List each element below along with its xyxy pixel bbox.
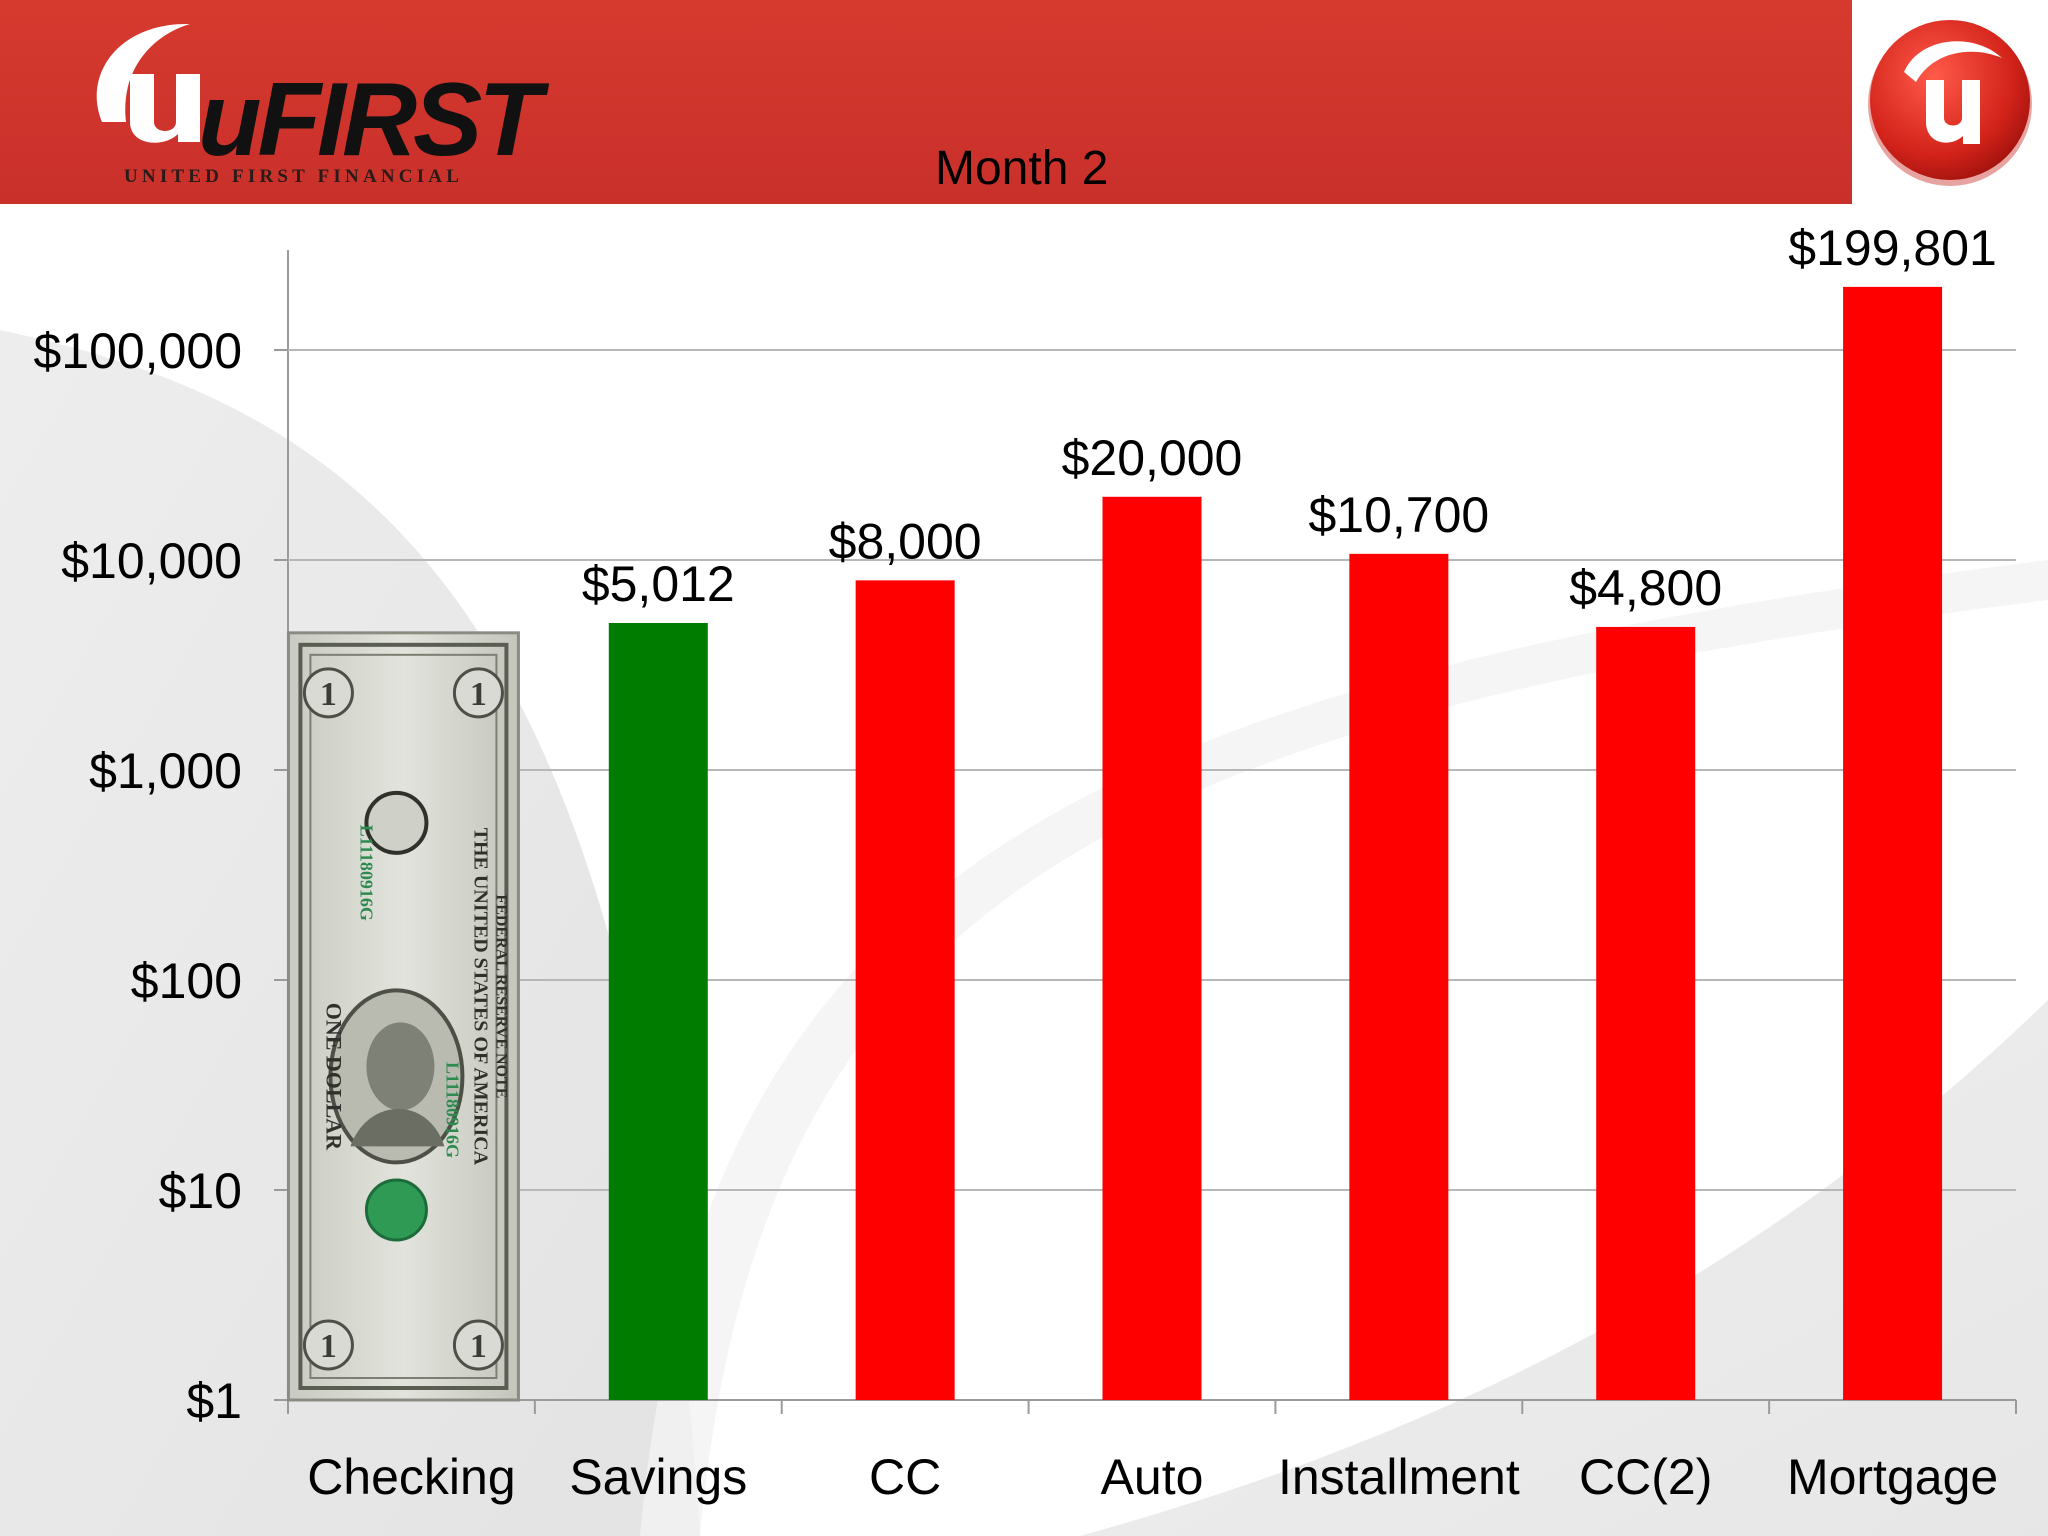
- bar-cc: [855, 580, 955, 1400]
- y-tick-label: $1,000: [89, 743, 242, 799]
- x-tick-label: Checking: [307, 1449, 515, 1505]
- bill-denomination: 1: [320, 1328, 337, 1365]
- data-label: $5,012: [582, 556, 735, 612]
- company-logo: uFIRST UNITED FIRST FINANCIAL: [80, 14, 542, 194]
- one-dollar-bill-icon: 1 1 1 1 THE UNITED STATES OF AMERICA FEDERAL …: [286, 631, 520, 1402]
- bill-serial-text: L11180916G: [356, 825, 376, 921]
- bar-cc-2-: [1596, 626, 1696, 1400]
- data-label: $10,700: [1308, 487, 1489, 543]
- bill-country-text: THE UNITED STATES OF AMERICA: [469, 828, 491, 1166]
- bill-inner-border: [309, 653, 498, 1379]
- y-tick-label: $10: [159, 1163, 242, 1219]
- data-label: $4,800: [1569, 560, 1722, 616]
- data-label: $8,000: [829, 513, 982, 569]
- data-label: $199,801: [1788, 220, 1997, 276]
- bill-border: [298, 642, 509, 1390]
- logo-wordmark: uFIRST: [198, 62, 542, 178]
- bill-corner-circle: [452, 1319, 504, 1371]
- bill-denomination: 1: [470, 676, 487, 713]
- treasury-seal: [364, 1178, 428, 1242]
- data-label: $20,000: [1062, 430, 1243, 486]
- bill-portrait: [366, 1022, 435, 1111]
- bill-denomination: 1: [320, 676, 337, 713]
- corner-badge-icon: [1868, 20, 2032, 186]
- chart-title: Month 2: [935, 142, 1109, 195]
- federal-reserve-seal: [364, 790, 429, 855]
- bill-frn-text: FEDERAL RESERVE NOTE: [492, 894, 509, 1098]
- logo-subtitle: UNITED FIRST FINANCIAL: [124, 166, 464, 187]
- y-tick-label: $10,000: [61, 533, 242, 589]
- x-tick-label: Mortgage: [1787, 1449, 1998, 1505]
- logo-swoosh-icon: [96, 23, 200, 143]
- bill-value-text: ONE DOLLAR: [321, 1003, 346, 1151]
- bill-corner-circle: [302, 1319, 354, 1371]
- y-tick-label: $100,000: [33, 323, 242, 379]
- y-tick-label: $1: [186, 1373, 242, 1429]
- bar-mortgage: [1843, 286, 1943, 1400]
- x-tick-label: Installment: [1278, 1449, 1520, 1505]
- x-tick-label: Auto: [1101, 1449, 1204, 1505]
- x-tick-label: Savings: [569, 1449, 747, 1505]
- bar-installment: [1349, 553, 1449, 1400]
- bar-auto: [1102, 496, 1202, 1400]
- y-tick-label: $100: [131, 953, 242, 1009]
- bill-denomination: 1: [470, 1328, 487, 1365]
- x-tick-label: CC(2): [1579, 1449, 1712, 1505]
- bill-corner-circle: [452, 667, 504, 719]
- header-bar: uFIRST UNITED FIRST FINANCIAL: [0, 0, 1852, 204]
- bill-portrait-shoulders: [350, 1108, 445, 1147]
- bill-serial-text: L11180916G: [442, 1062, 462, 1158]
- x-tick-label: CC: [869, 1449, 941, 1505]
- bill-corner-circle: [302, 667, 354, 719]
- bar-savings: [608, 622, 708, 1400]
